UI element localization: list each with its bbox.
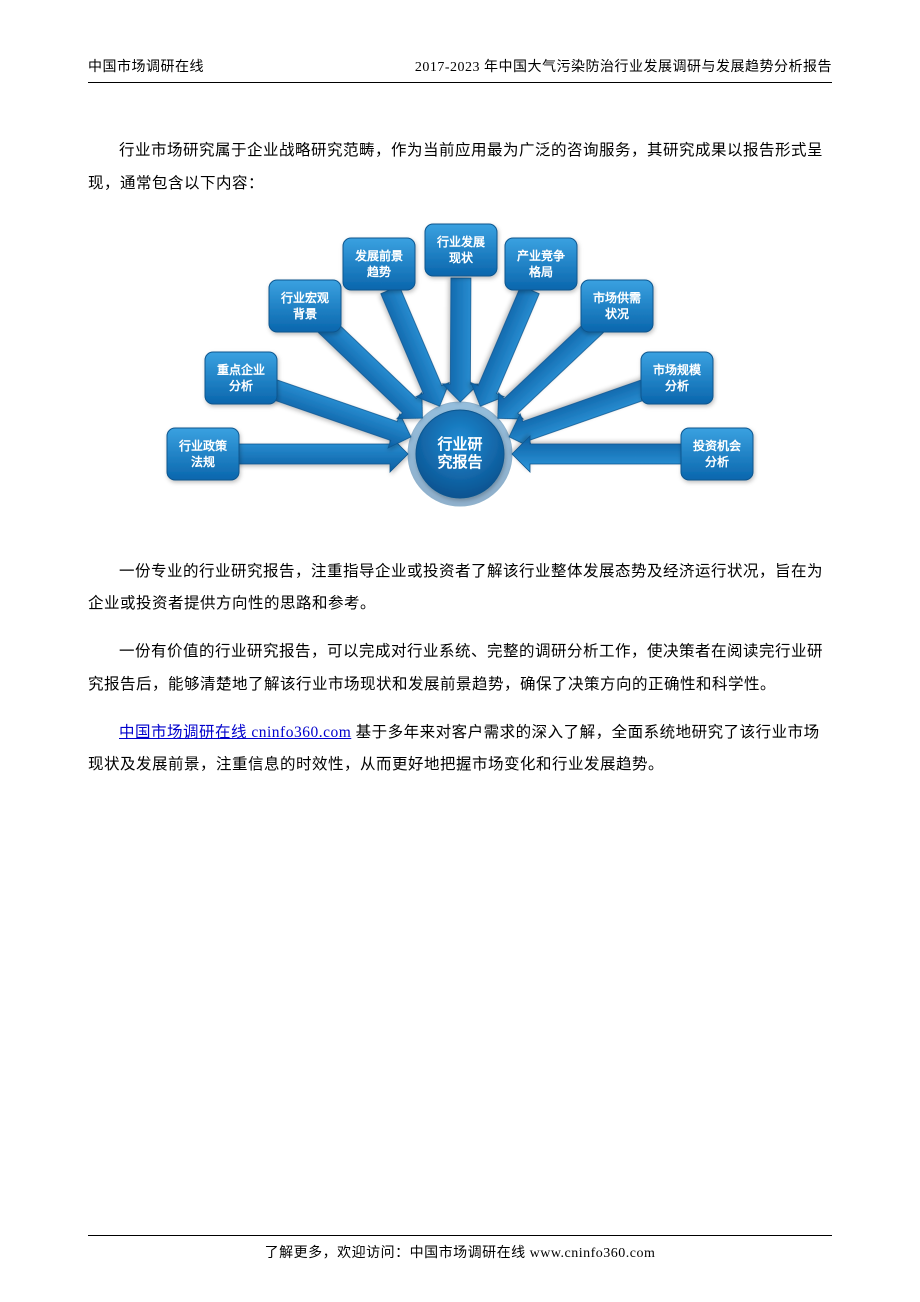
node-label-l1: 行业发展 <box>436 234 485 249</box>
center-label-line2: 究报告 <box>437 453 482 471</box>
footer-text-a: 了解更多，欢迎访问：中国市场调研在线 <box>265 1246 530 1261</box>
header-right: 2017-2023 年中国大气污染防治行业发展调研与发展趋势分析报告 <box>415 56 832 76</box>
node-n8: 投资机会分析 <box>681 428 753 480</box>
page-header: 中国市场调研在线 2017-2023 年中国大气污染防治行业发展调研与发展趋势分… <box>88 56 832 76</box>
paragraph-3: 中国市场调研在线 cninfo360.com 基于多年来对客户需求的深入了解，全… <box>88 717 832 782</box>
node-label-l2: 分析 <box>229 378 253 393</box>
footer-url: www.cninfo360.com <box>530 1246 656 1261</box>
node-label-l2: 现状 <box>449 250 474 265</box>
paragraph-2: 一份有价值的行业研究报告，可以完成对行业系统、完整的调研分析工作，使决策者在阅读… <box>88 636 832 701</box>
center-label-line1: 行业研 <box>436 435 482 453</box>
footer-divider <box>88 1235 832 1236</box>
arrow-n8 <box>512 436 689 472</box>
header-divider <box>88 82 832 83</box>
fan-diagram: 行业研 究报告 行业政策法规重点企业分析行业宏观背景发展前景趋势行业发展现状产业… <box>88 220 832 540</box>
node-label-l2: 背景 <box>293 306 317 321</box>
node-label-l1: 市场规模 <box>653 362 702 377</box>
node-n2: 行业宏观背景 <box>269 280 341 332</box>
node-label-l2: 格局 <box>529 264 553 279</box>
arrow-n0 <box>231 436 408 472</box>
node-n0: 行业政策法规 <box>167 428 239 480</box>
node-label-l1: 重点企业 <box>217 362 265 377</box>
node-label-l2: 分析 <box>705 454 729 469</box>
node-label-l1: 行业政策 <box>178 438 228 453</box>
node-label-l2: 法规 <box>191 454 215 469</box>
node-label-l1: 行业宏观 <box>280 290 329 305</box>
node-label-l1: 产业竞争 <box>517 248 565 263</box>
node-n7: 市场规模分析 <box>641 352 713 404</box>
diagram-svg: 行业研 究报告 行业政策法规重点企业分析行业宏观背景发展前景趋势行业发展现状产业… <box>125 220 795 520</box>
node-label-l1: 投资机会 <box>693 438 742 453</box>
node-n3: 发展前景趋势 <box>343 238 415 290</box>
node-n1: 重点企业分析 <box>205 352 277 404</box>
cninfo360-link[interactable]: 中国市场调研在线 cninfo360.com <box>119 724 351 741</box>
paragraph-1: 一份专业的行业研究报告，注重指导企业或投资者了解该行业整体发展态势及经济运行状况… <box>88 556 832 621</box>
node-n5: 产业竞争格局 <box>505 238 577 290</box>
node-label-l2: 趋势 <box>367 264 391 279</box>
document-page: 中国市场调研在线 2017-2023 年中国大气污染防治行业发展调研与发展趋势分… <box>0 0 920 1302</box>
node-label-l2: 分析 <box>665 378 689 393</box>
page-footer: 了解更多，欢迎访问：中国市场调研在线 www.cninfo360.com <box>0 1235 920 1262</box>
intro-paragraph: 行业市场研究属于企业战略研究范畴，作为当前应用最为广泛的咨询服务，其研究成果以报… <box>88 135 832 200</box>
node-n4: 行业发展现状 <box>425 224 497 276</box>
node-label-l1: 市场供需 <box>593 290 641 305</box>
header-left: 中国市场调研在线 <box>88 56 204 76</box>
node-n6: 市场供需状况 <box>581 280 653 332</box>
node-label-l2: 状况 <box>605 306 629 321</box>
node-label-l1: 发展前景 <box>354 248 403 263</box>
